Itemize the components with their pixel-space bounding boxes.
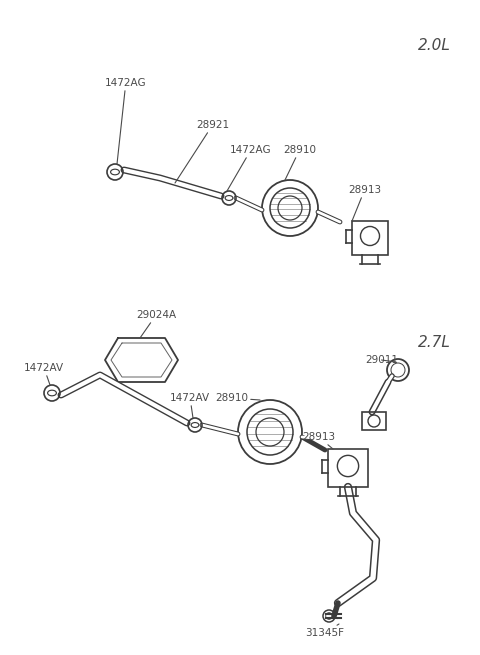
Text: 1472AG: 1472AG (105, 78, 146, 164)
Text: 28913: 28913 (348, 185, 381, 221)
Bar (362, 412, 386, 430)
Text: 28921: 28921 (175, 120, 229, 183)
Text: 1472AV: 1472AV (24, 363, 64, 385)
Text: 31345F: 31345F (305, 624, 344, 638)
Bar (328, 449, 368, 487)
Text: 2.0L: 2.0L (418, 38, 451, 53)
Text: 2.7L: 2.7L (418, 335, 451, 350)
Text: 29024A: 29024A (136, 310, 176, 338)
Bar (352, 221, 388, 255)
Text: 28910: 28910 (283, 145, 316, 180)
Text: 28910: 28910 (215, 393, 260, 403)
Text: 28913: 28913 (302, 432, 335, 449)
Text: 1472AG: 1472AG (227, 145, 272, 191)
Text: 29011: 29011 (365, 355, 398, 365)
Text: 1472AV: 1472AV (170, 393, 210, 418)
